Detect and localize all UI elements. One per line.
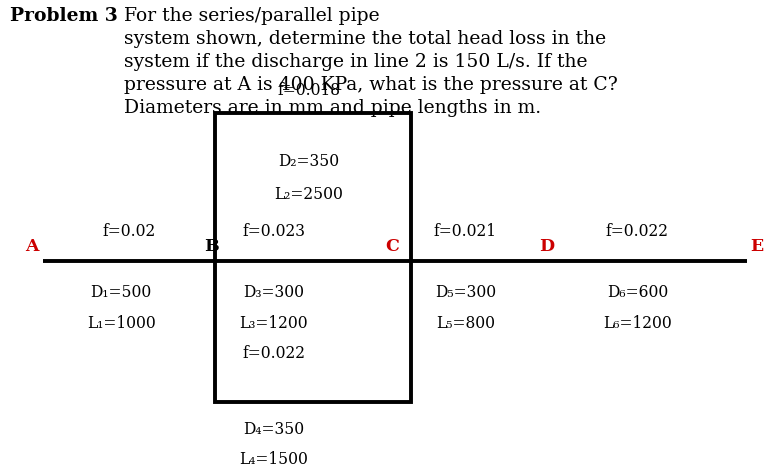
Text: Problem 3: Problem 3 — [10, 7, 118, 25]
Text: f=0.02: f=0.02 — [102, 223, 156, 240]
Bar — [215, 113, 411, 402]
Text: D₁=500: D₁=500 — [91, 284, 152, 301]
Text: D₄=350: D₄=350 — [243, 421, 304, 438]
Text: B: B — [204, 238, 219, 255]
Text: L₂=2500: L₂=2500 — [274, 186, 343, 203]
Text: A: A — [26, 238, 39, 255]
Text: L₄=1500: L₄=1500 — [239, 451, 308, 468]
Text: f=0.022: f=0.022 — [606, 223, 669, 240]
Text: D₆=600: D₆=600 — [607, 284, 668, 301]
Text: f=0.021: f=0.021 — [434, 223, 497, 240]
Text: L₁=1000: L₁=1000 — [87, 315, 156, 332]
Text: D₅=300: D₅=300 — [435, 284, 496, 301]
Text: E: E — [751, 238, 764, 255]
Text: f=0.023: f=0.023 — [242, 223, 305, 240]
Text: L₅=800: L₅=800 — [436, 315, 495, 332]
Text: C: C — [385, 238, 399, 255]
Text: For the series/parallel pipe
system shown, determine the total head loss in the
: For the series/parallel pipe system show… — [124, 7, 617, 117]
Text: f=0.022: f=0.022 — [242, 345, 305, 362]
Text: D: D — [540, 238, 554, 255]
Text: L₆=1200: L₆=1200 — [603, 315, 672, 332]
Text: D₂=350: D₂=350 — [278, 153, 339, 170]
Text: f=0.018: f=0.018 — [278, 82, 340, 99]
Text: L₃=1200: L₃=1200 — [239, 315, 308, 332]
Text: D₃=300: D₃=300 — [243, 284, 304, 301]
